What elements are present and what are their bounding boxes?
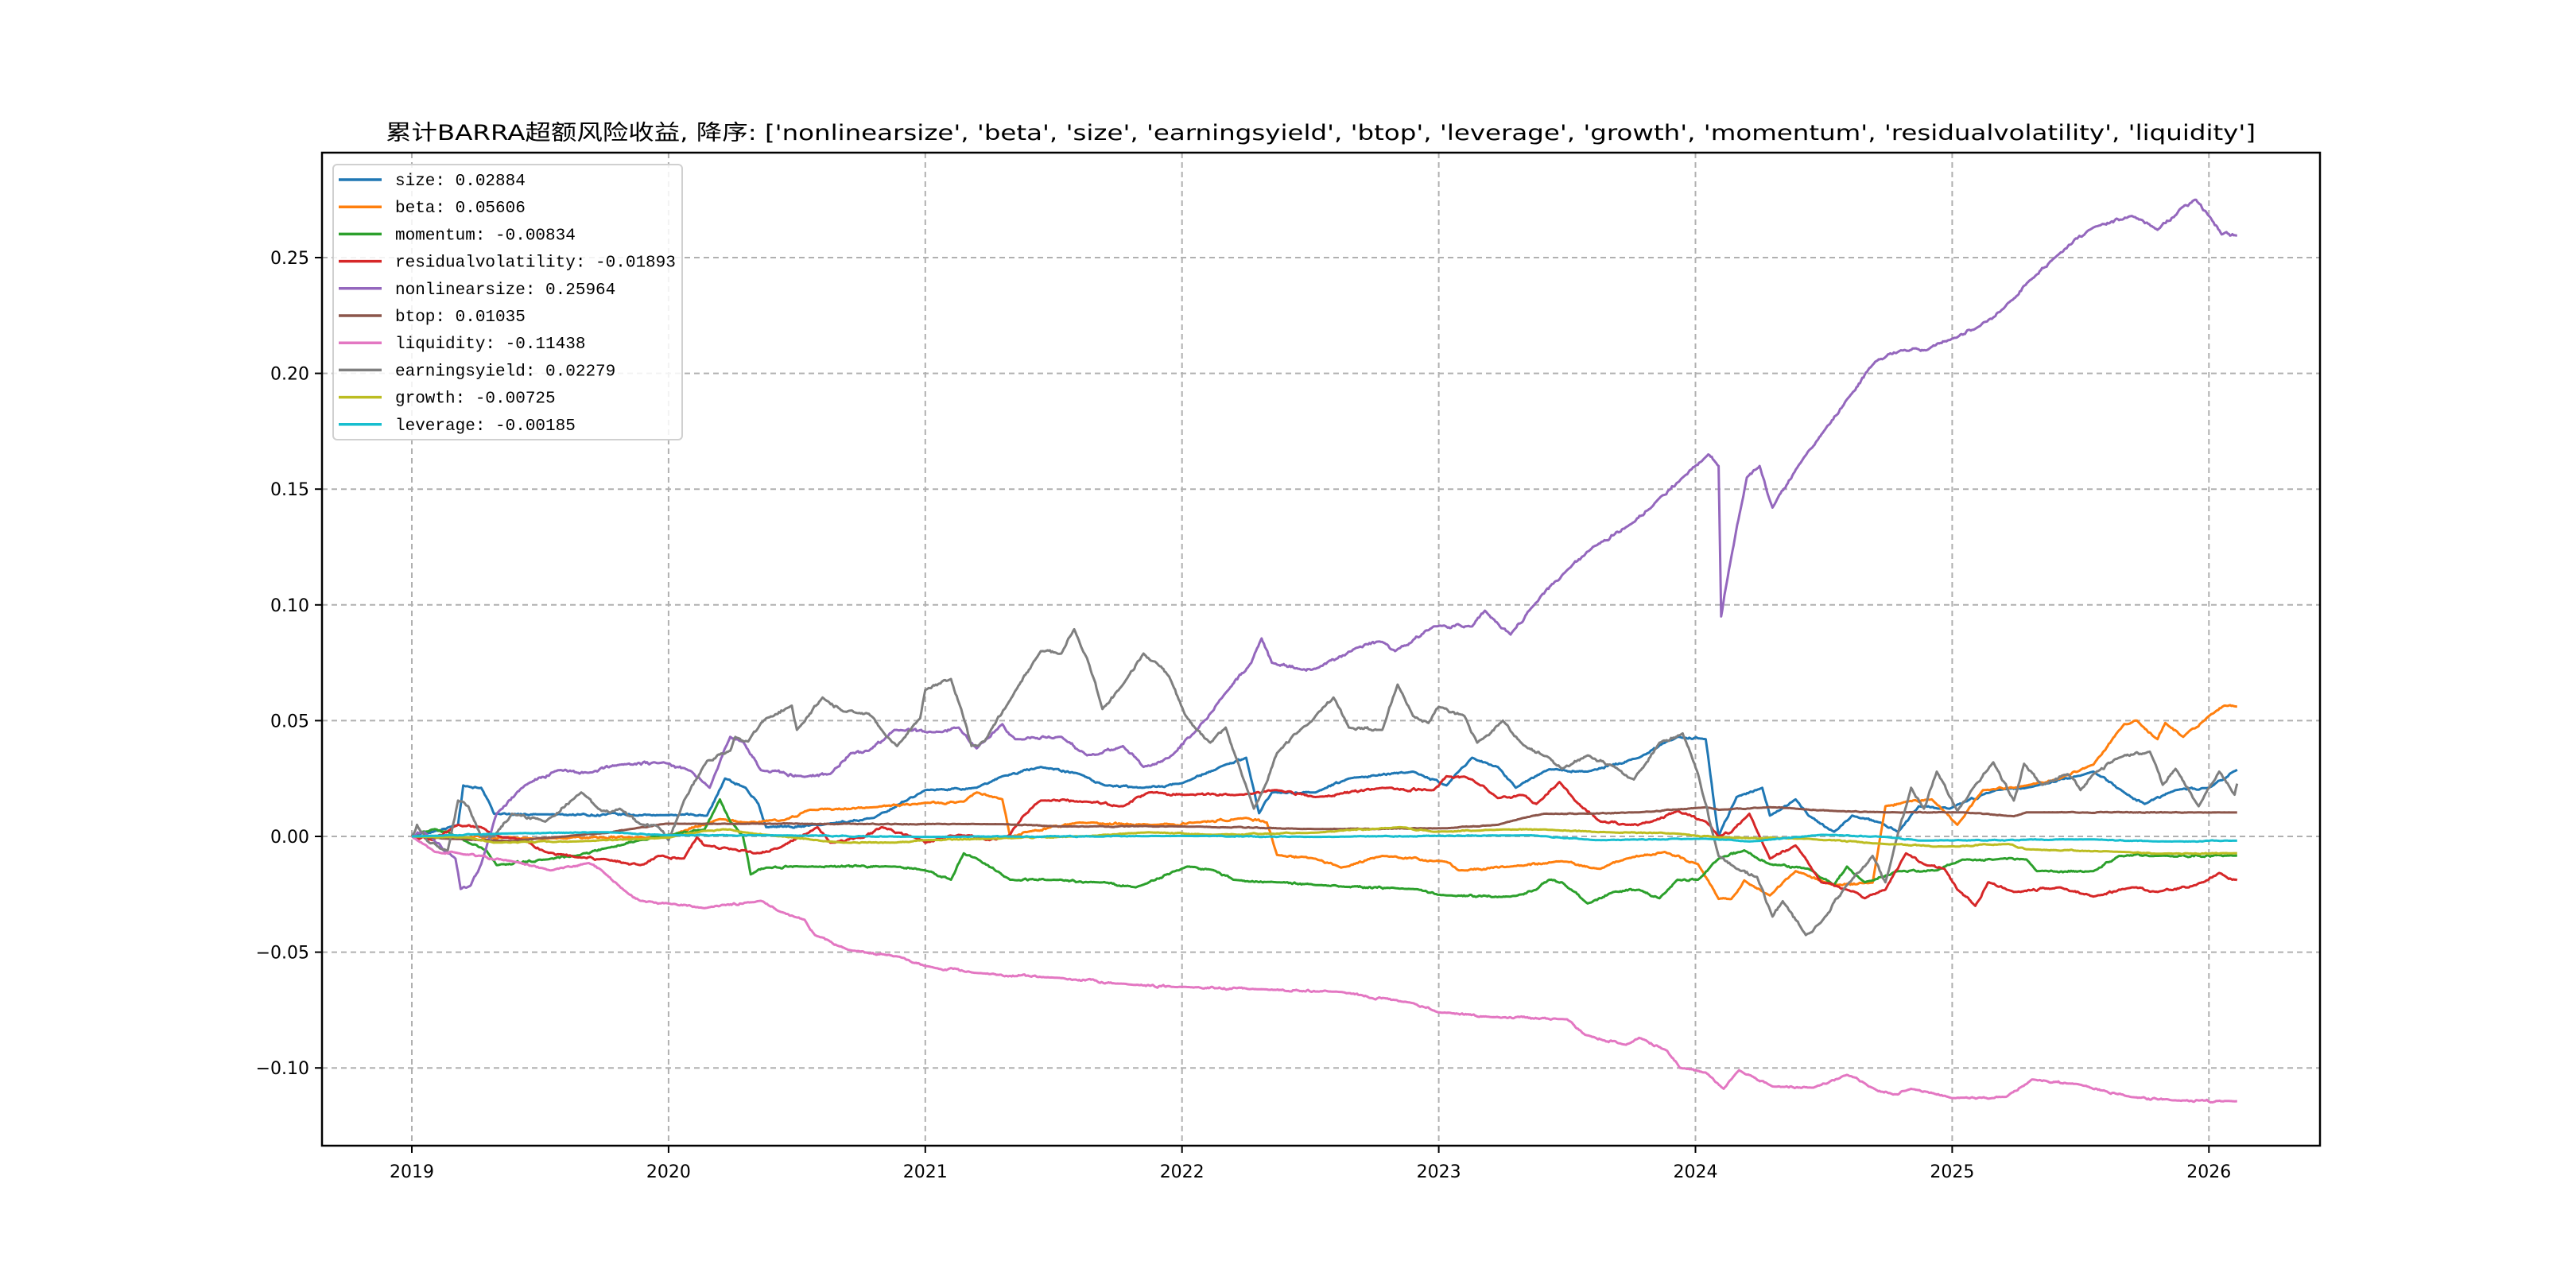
series-line-size (411, 735, 2238, 838)
x-tick-label: 2021 (903, 1162, 948, 1182)
series-line-leverage (412, 831, 2237, 844)
y-tick-label: 0.15 (270, 480, 309, 500)
legend-label-leverage: leverage: -0.00185 (395, 417, 576, 436)
legend-label-nonlinearsize: nonlinearsize: 0.25964 (395, 281, 615, 300)
series-line-momentum (411, 797, 2237, 905)
legend-label-btop: btop: 0.01035 (395, 308, 526, 327)
series-line-earningsyield (410, 627, 2239, 937)
legend: size: 0.02884 beta: 0.05606 momentum: -0.0… (332, 164, 683, 440)
x-tick-label: 2023 (1417, 1162, 1461, 1182)
series-line-growth (412, 825, 2237, 855)
x-tick-label: 2024 (1674, 1162, 1718, 1182)
x-tick-label: 2022 (1160, 1162, 1205, 1182)
series-lines (410, 198, 2239, 1104)
legend-label-size: size: 0.02884 (395, 173, 526, 191)
y-tick-label: −0.10 (256, 1059, 309, 1079)
series-line-beta (412, 704, 2237, 901)
plot-frame (320, 151, 2322, 1147)
legend-label-beta: beta: 0.05606 (395, 200, 526, 218)
y-tick-label: 0.05 (270, 712, 309, 731)
x-tick-label: 2025 (1930, 1162, 1974, 1182)
y-tick-label: 0.00 (270, 828, 309, 848)
legend-box (332, 164, 683, 440)
x-tick-label: 2020 (646, 1162, 691, 1182)
series-line-residualvolatility (411, 774, 2238, 907)
legend-label-growth: growth: -0.00725 (395, 390, 556, 409)
legend-label-momentum: momentum: -0.00834 (395, 227, 576, 245)
legend-label-residualvolatility: residualvolatility: -0.01893 (395, 254, 676, 273)
y-tick-label: 0.20 (270, 365, 309, 385)
legend-label-liquidity: liquidity: -0.11438 (395, 336, 585, 354)
series-line-liquidity (411, 835, 2237, 1104)
x-tick-label: 2026 (2186, 1162, 2231, 1182)
y-tick-label: −0.05 (256, 944, 309, 964)
legend-label-earningsyield: earningsyield: 0.02279 (395, 363, 615, 381)
chart-title: 累计BARRA超额风险收益, 降序: ['nonlinearsize', 'be… (386, 121, 2256, 145)
grid-lines (322, 153, 2320, 1146)
series-line-btop (411, 805, 2237, 843)
series-line-nonlinearsize (411, 198, 2237, 890)
y-tick-label: 0.25 (270, 249, 309, 269)
y-tick-label: 0.10 (270, 596, 309, 616)
x-tick-label: 2019 (390, 1162, 434, 1182)
axes: 2019 2020 2021 2022 2023 2024 2025 2026 −0.10 −0.… (256, 151, 2322, 1182)
